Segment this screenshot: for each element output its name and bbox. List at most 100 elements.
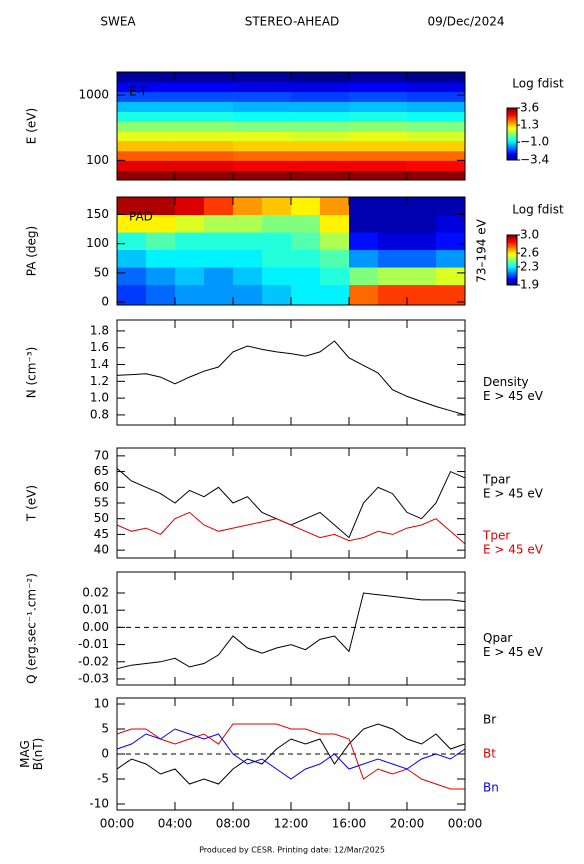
heatmap-cell [117,72,176,83]
heatmap-cell [117,170,176,181]
heatmap-cell [291,121,350,132]
heatmap-cell [175,232,205,251]
y-tick-label: -5 [97,772,109,786]
heatmap-cell [407,214,437,233]
colorbar-swatch [507,241,517,243]
header-center: STEREO-AHEAD [245,15,340,29]
y-tick-label: -10 [89,797,109,811]
heatmap-cell [233,121,292,132]
legend-label: Tpar [482,473,510,487]
colorbar-swatch [507,143,517,145]
y-tick-label: 1000 [78,88,109,102]
colorbar-swatch [507,126,517,128]
x-tick-label: 00:00 [448,817,483,831]
panel: PAD [117,197,466,306]
colorbar-swatch [507,266,517,268]
heatmap-cell [436,214,466,233]
colorbar-swatch [507,154,517,157]
heatmap-cell [436,197,466,216]
heatmap-cell [291,267,321,286]
colorbar-swatch [507,111,517,114]
heatmap-cell [262,267,292,286]
colorbar-swatch [507,258,517,261]
colorbar-swatch [507,250,517,252]
heatmap-cell [407,121,466,132]
heatmap-cell [175,81,234,93]
data-line [116,340,466,416]
heatmap-cell [117,121,176,132]
colorbar-tick-label: −3.4 [520,153,549,167]
heatmap-cell [233,284,263,306]
colorbar-tick-label: 3.0 [520,228,539,242]
heatmap-cell [262,197,292,216]
y-tick-label: 150 [86,207,109,221]
colorbar-swatch [507,238,517,241]
colorbar-swatch [507,263,517,266]
heatmap-cell [146,267,176,286]
colorbar-swatch [507,251,517,253]
colorbar-swatch [507,149,517,152]
heatmap-cell [204,249,234,268]
y-axis-label: Q (erg.sec⁻¹.cm⁻²) [25,573,39,684]
heatmap-cell [233,249,263,268]
x-tick-label: 16:00 [332,817,367,831]
panel-label: E-T [129,85,148,99]
colorbar-swatch [507,247,517,250]
colorbar-swatch [507,134,517,136]
y-tick-label: 0 [101,295,109,309]
heatmap-cell [175,267,205,286]
y-axis-label: N (cm⁻³) [25,347,39,399]
heatmap-cell [349,91,408,102]
heatmap-cell [291,214,321,233]
colorbar-swatch [507,156,517,158]
colorbar-swatch [507,248,517,251]
heatmap-cell [349,101,408,113]
heatmap-cell [175,131,234,142]
y-tick-label: 0.02 [82,585,109,599]
heatmap-cell [436,232,466,251]
heatmap-cell [349,214,379,233]
colorbar-tick-label: 3.6 [520,101,539,115]
colorbar-swatch [507,271,517,273]
y-tick-label: -0.02 [78,654,109,668]
heatmap-cell [175,197,205,216]
heatmap-cell [233,160,292,171]
colorbar-swatch [507,136,517,139]
heatmap-cell [378,232,408,251]
heatmap-cell [320,232,350,251]
heatmap-cell [146,284,176,306]
y-tick-label: 0.8 [90,407,109,421]
colorbar-swatch [507,110,517,113]
colorbar-swatch [507,245,517,247]
heatmap-cell [204,197,234,216]
heatmap-cell [175,91,234,102]
heatmap-cell [291,249,321,268]
heatmap-cell [117,81,176,93]
legend-label: Qpar [483,631,512,645]
colorbar-swatch [507,267,517,270]
panel-label: PAD [129,210,153,224]
colorbar-tick-label: −1.0 [520,135,549,149]
heatmap-cell [407,232,437,251]
y-tick-label: 65 [94,464,109,478]
colorbar-swatch [507,265,517,267]
heatmap-cell [349,232,379,251]
heatmap-cell [407,150,466,161]
heatmap-cell [291,150,350,161]
y-tick-label: 70 [94,448,109,462]
heatmap-cell [320,249,350,268]
heatmap-cell [291,111,350,122]
heatmap-cell [204,232,234,251]
heatmap-cell [175,214,205,233]
heatmap-cell [117,267,147,286]
heatmap-cell [117,160,176,171]
heatmap-cell [146,232,176,251]
colorbar-swatch [507,115,517,118]
colorbar-swatch [507,281,517,283]
colorbar-swatch [507,117,517,119]
heatmap-cell [262,249,292,268]
heatmap-cell [117,140,176,152]
heatmap-cell [407,72,466,83]
colorbar-swatch [507,253,517,256]
heatmap-cell [233,267,263,286]
